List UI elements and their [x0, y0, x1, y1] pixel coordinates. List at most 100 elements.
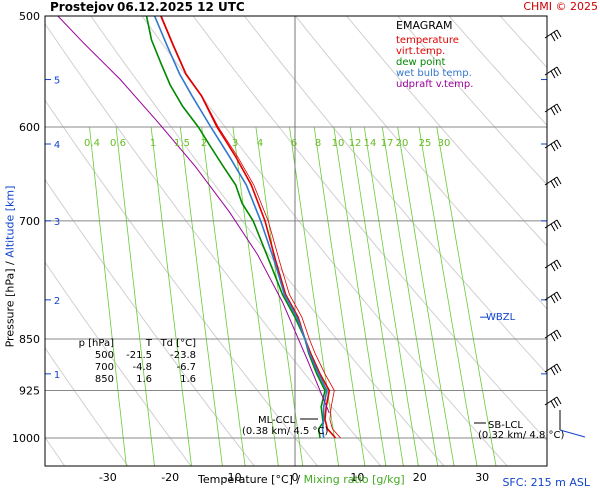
ml-ccl-value: (0.38 km/ 4.5 °C) [242, 426, 329, 437]
dry-adiabat-line [45, 261, 192, 466]
legend-item-dew-point: dew point [396, 57, 446, 68]
altitude-tick-label: 5 [54, 76, 60, 87]
mixing-ratio-line [232, 126, 279, 466]
dry-adiabat-line [579, 0, 600, 479]
table-row: 850 1.6 1.6 [76, 374, 196, 386]
dry-adiabat-line [243, 16, 547, 375]
mixing-ratio-label: 4 [257, 138, 263, 149]
dry-adiabat-line [90, 16, 445, 466]
wind-barb-flag [553, 68, 559, 77]
mixing-ratio-line [201, 126, 246, 466]
wind-barb-flag [550, 143, 556, 152]
mixing-ratio-label: 1 [150, 138, 156, 149]
wind-barb-flag [550, 223, 556, 232]
mixing-ratio-line [381, 126, 439, 466]
pressure-tick-label: 1000 [12, 432, 40, 445]
mixing-ratio-line [179, 126, 223, 466]
dry-adiabat-line [192, 16, 547, 442]
mixing-ratio-line [313, 126, 366, 466]
wind-barb-flag [550, 33, 556, 42]
dry-adiabat-line [448, 16, 547, 127]
series-line-virt-temp- [161, 16, 341, 439]
series-line-wet-bulb-temp- [153, 16, 328, 439]
wind-barb-flag [553, 365, 559, 374]
mixing-ratio-line [115, 126, 155, 466]
temperature-tick-label: -10 [224, 471, 242, 484]
mixing-ratio-label: 2 [201, 138, 207, 149]
temperature-tick-label: -30 [99, 471, 117, 484]
plot-frame [44, 15, 548, 467]
mixing-ratio-label: 8 [315, 138, 321, 149]
sb-lcl-value: (0.32 km/ 4.8 °C) [478, 430, 565, 441]
sb-lcl-label: SB-LCL [488, 420, 523, 431]
mixing-ratio-label: 1.5 [174, 138, 190, 149]
table-header: p [hPa] T Td [°C] [76, 338, 196, 350]
table-cell: 500 [94, 350, 114, 361]
mixing-ratio-label: 6 [291, 138, 297, 149]
table-cell: -21.5 [126, 350, 152, 361]
temperature-tick-label: 20 [413, 471, 427, 484]
dry-adiabat-line [45, 178, 255, 466]
y-title-pressure: Pressure [hPa] [3, 268, 17, 348]
legend-title: EMAGRAM [396, 19, 453, 32]
altitude-tick-label: 1 [54, 370, 60, 381]
altitude-tick-label: 4 [54, 140, 60, 151]
wind-barb-flag [550, 333, 556, 342]
wind-barb-flag [553, 178, 559, 187]
grid-layer [45, 0, 600, 479]
table-cell: -6.7 [176, 362, 196, 373]
legend-item-temperature: temperature [396, 35, 459, 46]
legend-item-virtual-temp: virt.temp. [396, 46, 446, 57]
wind-barb-flag [550, 70, 556, 79]
wind-barb-flag [556, 219, 562, 228]
table-header-cell: Td [°C] [160, 338, 196, 349]
pressure-tick-label: 600 [19, 121, 40, 134]
dry-adiabat-line [397, 16, 547, 186]
temperature-tick-label: -20 [161, 471, 179, 484]
wind-barb-flag [553, 293, 559, 302]
wind-barb-flag [556, 291, 562, 300]
credit-label: CHMI © 2025 [523, 0, 598, 13]
wind-barb-flag [550, 367, 556, 376]
pressure-tick-label: 850 [19, 333, 40, 346]
observation-datetime: 06.12.2025 12 UTC [117, 0, 245, 14]
altitude-tick-label: 2 [54, 296, 60, 307]
mixing-ratio-label: 20 [396, 138, 409, 149]
surface-elevation: SFC: 215 m ASL [502, 476, 590, 489]
dry-adiabat-line [346, 16, 547, 247]
mixing-ratio-label: 10 [332, 138, 345, 149]
mixing-ratio-label: 25 [419, 138, 432, 149]
mixing-ratio-label: 3 [232, 138, 238, 149]
ml-ccl-label: ML-CCL [258, 415, 296, 426]
x-title-mixing-ratio: Mixing ratio [g/kg] [303, 473, 405, 486]
wind-barb-flag [553, 221, 559, 230]
table-cell: 1.6 [180, 374, 196, 385]
x-title-temperature: Temperature [°C] [198, 473, 293, 486]
pressure-tick-label: 925 [19, 385, 40, 398]
wind-barb-flag [556, 396, 562, 405]
mixing-ratio-line [363, 126, 419, 466]
temperature-tick-label: 10 [350, 471, 364, 484]
dry-adiabat-line [45, 99, 319, 466]
legend-item-wet-bulb: wet bulb temp. [396, 68, 472, 79]
table-row: 500 -21.5 -23.8 [76, 350, 196, 362]
wind-barbs [544, 29, 586, 438]
wind-barb-flag [553, 141, 559, 150]
table-cell: -23.8 [170, 350, 196, 361]
mixing-ratio-line [397, 126, 455, 466]
wbzl-label: WBZL [486, 312, 516, 323]
x-title-separator: / [296, 473, 301, 486]
wind-barb-flag [553, 31, 559, 40]
sounding-table: p [hPa] T Td [°C] 500 -21.5 -23.8 700 -4… [76, 338, 196, 386]
mixing-ratio-line [89, 126, 127, 466]
wind-barb-flag [556, 103, 562, 112]
mixing-ratio-line [436, 126, 497, 466]
altitude-tick-label: 3 [54, 217, 60, 228]
wind-barb-flag [553, 105, 559, 114]
mixing-ratio-line [418, 126, 478, 466]
wind-barb-flag [553, 398, 559, 407]
mixing-ratio-line [255, 126, 304, 466]
wind-barb-flag [550, 400, 556, 409]
wind-barb-flag [556, 329, 562, 338]
legend: EMAGRAM temperature virt.temp. dew point… [396, 20, 473, 90]
